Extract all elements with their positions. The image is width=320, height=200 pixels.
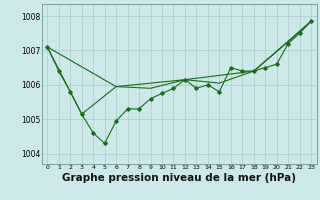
X-axis label: Graphe pression niveau de la mer (hPa): Graphe pression niveau de la mer (hPa) [62,173,296,183]
